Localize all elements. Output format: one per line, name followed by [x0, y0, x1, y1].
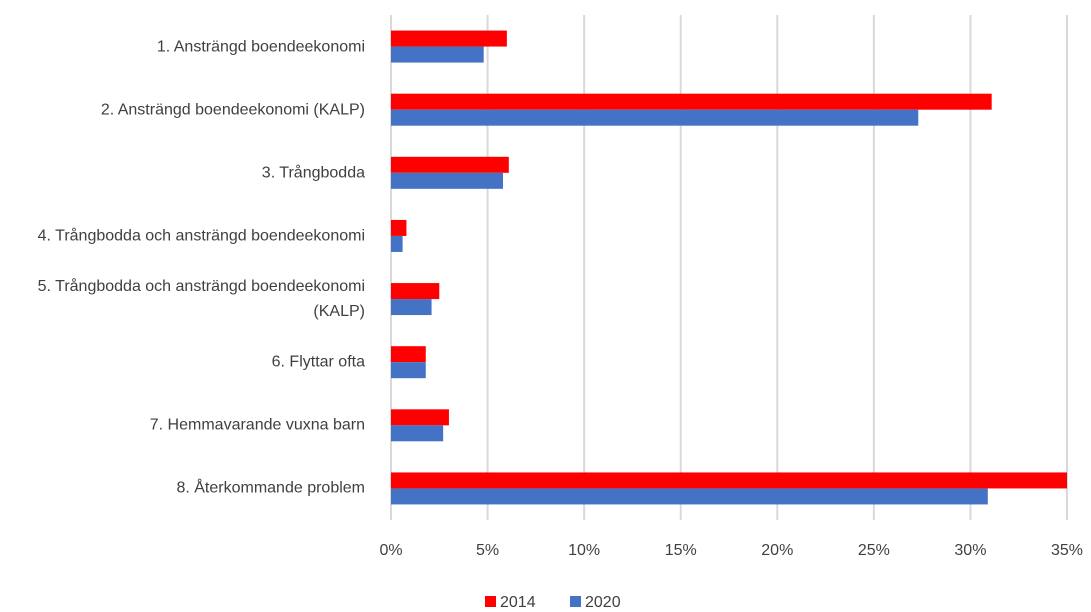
legend-swatch — [485, 596, 496, 607]
y-tick-label: 3. Trångbodda — [261, 164, 365, 182]
legend-swatch — [570, 596, 581, 607]
bar — [391, 219, 407, 236]
bar — [391, 93, 992, 110]
y-tick-label: 2. Ansträngd boendeekonomi (KALP) — [100, 101, 365, 119]
bar — [391, 299, 432, 316]
y-tick-label: 7. Hemmavarande vuxna barn — [149, 416, 365, 434]
bar — [391, 472, 1067, 489]
bar — [391, 156, 509, 173]
y-tick-label: 4. Trångbodda och ansträngd boendeekonom… — [37, 227, 365, 245]
y-tick-label: 6. Flyttar ofta — [271, 353, 365, 371]
y-tick-label: 8. Återkommande problem — [176, 479, 365, 497]
legend-label: 2020 — [585, 594, 621, 611]
bar — [391, 283, 440, 300]
bar — [391, 488, 988, 505]
bar — [391, 46, 484, 63]
x-tick-label: 30% — [954, 542, 986, 559]
legend-label: 2014 — [500, 594, 536, 611]
x-tick-label: 0% — [379, 542, 402, 559]
x-tick-label: 10% — [568, 542, 600, 559]
bar — [391, 409, 449, 426]
x-tick-label: 25% — [858, 542, 890, 559]
bar — [391, 235, 403, 252]
x-tick-label: 15% — [665, 542, 697, 559]
bar — [391, 172, 504, 189]
x-tick-label: 35% — [1051, 542, 1083, 559]
bar — [391, 362, 426, 379]
bar — [391, 425, 444, 442]
bar — [391, 109, 919, 126]
y-tick-label: 5. Trångbodda och ansträngd boendeekonom… — [37, 278, 365, 321]
y-tick-label: 1. Ansträngd boendeekonomi — [156, 38, 365, 56]
bar — [391, 346, 426, 363]
x-tick-label: 5% — [476, 542, 499, 559]
bar — [391, 30, 507, 47]
x-tick-label: 20% — [761, 542, 793, 559]
